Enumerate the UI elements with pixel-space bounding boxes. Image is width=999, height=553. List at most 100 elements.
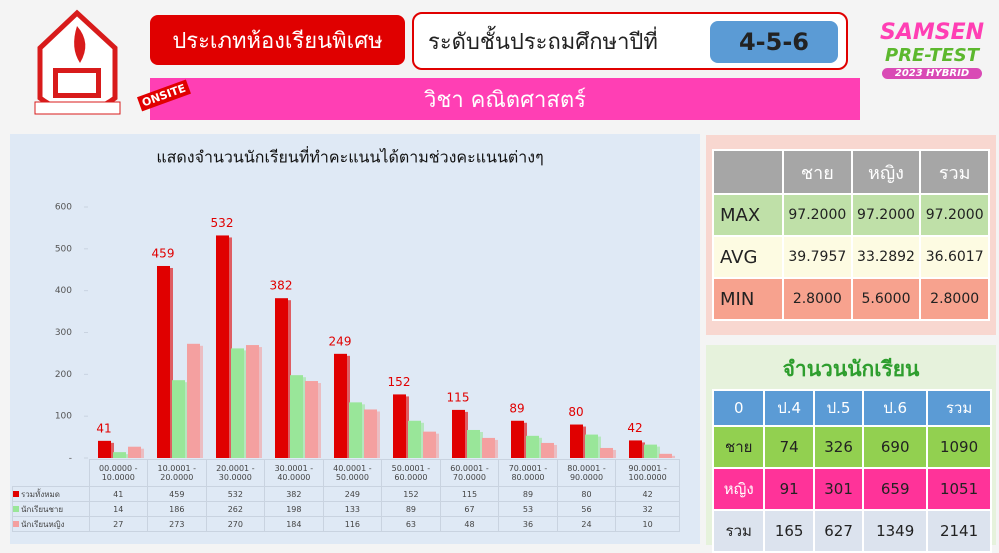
table-value: 32	[615, 501, 680, 517]
x-tick-label: 90.0001 - 100.0000	[615, 459, 680, 487]
bar-side	[495, 439, 498, 458]
bar-side	[436, 433, 439, 458]
bar-side	[642, 442, 645, 458]
stats-value: 5.6000	[850, 277, 922, 321]
table-value: 262	[205, 501, 266, 517]
bar-side	[126, 454, 129, 458]
table-value: 63	[381, 516, 441, 532]
legend-cell: นักเรียนชาย	[12, 501, 90, 517]
bar-side	[318, 383, 321, 458]
x-tick-label: 30.0001 - 40.0000	[264, 459, 324, 487]
bar	[334, 353, 347, 458]
table-value: 532	[205, 486, 266, 502]
stats-value: 97.2000	[782, 193, 853, 237]
data-label: 115	[447, 390, 470, 404]
bar	[659, 453, 672, 458]
x-tick-label: 10.0001 - 20.0000	[147, 459, 207, 487]
stats-row: MIN 2.8000 5.6000 2.8000	[712, 277, 990, 321]
stats-value: 33.2892	[850, 235, 922, 279]
bar-side	[524, 422, 527, 458]
students-col: รวม	[926, 389, 992, 427]
bar	[600, 447, 613, 458]
stats-row: AVG 39.7957 33.2892 36.6017	[712, 235, 990, 279]
bar-side	[185, 382, 188, 458]
table-value: 27	[88, 516, 149, 532]
bar-side	[480, 431, 483, 458]
table-value: 48	[439, 516, 500, 532]
bar	[511, 420, 524, 458]
legend-label: รวมทั้งหมด	[21, 489, 60, 499]
table-value: 24	[556, 516, 617, 532]
table-value: 89	[381, 501, 441, 517]
brand3: 2023 HYBRID	[882, 68, 982, 79]
table-value: 133	[322, 501, 383, 517]
level-box: ระดับชั้นประถมศึกษาปีที่ 4-5-6	[412, 12, 848, 70]
students-row: ชาย 74 326 690 1090	[711, 425, 992, 469]
bar	[349, 402, 362, 458]
stats-col: หญิง	[850, 149, 922, 195]
bar	[467, 429, 480, 458]
brand: SAMSEN	[879, 20, 985, 45]
bar-side	[141, 448, 144, 458]
table-value: 14	[88, 501, 149, 517]
school-logo	[34, 9, 121, 115]
students-value: 1090	[926, 425, 992, 469]
table-value: 10	[615, 516, 680, 532]
bar	[393, 394, 406, 458]
data-label: 41	[96, 421, 111, 435]
bar	[644, 444, 657, 458]
stats-header: ชาย หญิง รวม	[712, 149, 990, 195]
table-value: 382	[264, 486, 324, 502]
students-value: 690	[862, 425, 929, 469]
bar	[98, 440, 111, 458]
table-value: 67	[439, 501, 500, 517]
data-label: 80	[568, 405, 583, 419]
bar	[570, 424, 583, 458]
data-label: 89	[509, 401, 524, 415]
students-title: จำนวนนักเรียน	[782, 357, 920, 381]
bar-side	[377, 411, 380, 458]
level: 4-5-6	[710, 21, 838, 63]
stats-value: 36.6017	[919, 235, 990, 279]
students-value: 301	[812, 467, 865, 511]
stats-value: 97.2000	[919, 193, 990, 237]
legend-label: นักเรียนหญิง	[21, 519, 65, 529]
table-value: 42	[615, 486, 680, 502]
bar	[305, 381, 318, 458]
students-value: 1349	[862, 509, 929, 553]
bar-side	[347, 355, 350, 458]
bar-side	[583, 426, 586, 458]
bar	[364, 409, 377, 458]
x-tick-label: 50.0001 - 60.0000	[381, 459, 441, 487]
y-tick-label: 200	[55, 370, 72, 380]
bar	[629, 440, 642, 458]
students-col: ป.5	[812, 389, 865, 427]
stats-value: 2.8000	[782, 277, 853, 321]
x-tick-label: 00.0000 - 10.0000	[88, 459, 149, 487]
data-label: 532	[211, 216, 234, 230]
y-tick-label: -	[69, 454, 72, 464]
bar	[246, 345, 259, 458]
students-value: 2141	[926, 509, 992, 553]
corner	[712, 149, 784, 195]
bar-side	[598, 436, 601, 458]
bar-side	[362, 404, 365, 458]
y-tick-label: 600	[55, 203, 72, 213]
students-label: ชาย	[711, 425, 766, 469]
stats-value: 97.2000	[850, 193, 922, 237]
bar-side	[554, 444, 557, 458]
table-value: 198	[264, 501, 324, 517]
stats-row: MAX 97.2000 97.2000 97.2000	[712, 193, 990, 237]
stats-value: 39.7957	[782, 235, 853, 279]
data-label: 249	[329, 334, 352, 348]
bar	[172, 380, 185, 458]
bar	[275, 298, 288, 458]
data-label: 459	[152, 246, 175, 260]
bar	[187, 343, 200, 458]
brand-logo: SAMSEN PRE-TEST 2023 HYBRID	[868, 20, 996, 81]
students-col: 0	[711, 389, 766, 427]
stats-label: AVG	[712, 235, 784, 279]
level-label: ระดับชั้นประถมศึกษาปีที่	[428, 30, 658, 55]
table-value: 53	[498, 501, 558, 517]
table-header-row: 00.0000 - 10.0000 10.0001 - 20.0000 20.000…	[13, 459, 680, 487]
